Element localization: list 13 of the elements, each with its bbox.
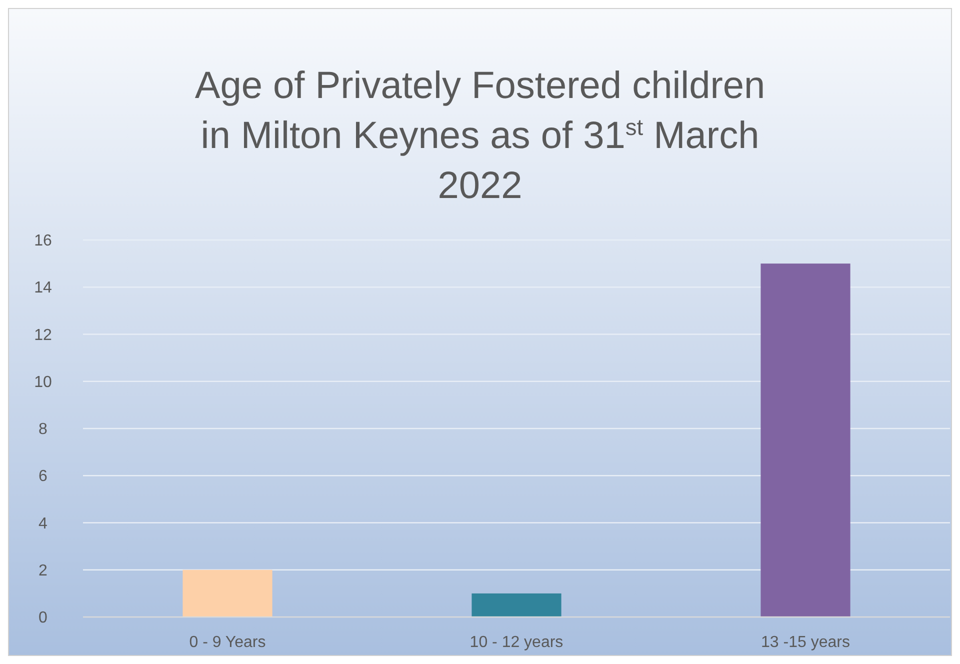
x-tick-label: 0 - 9 Years <box>189 634 266 651</box>
y-tick-label: 14 <box>34 280 52 297</box>
y-tick-label: 12 <box>34 326 52 344</box>
x-tick-label: 13 -15 years <box>761 634 850 651</box>
y-tick-label: 8 <box>38 421 48 438</box>
chart-title: Age of Privately Fostered children in Milton Keynes as of 31$^{st}$ March 2022 <box>194 65 766 207</box>
y-tick-label: 0 <box>38 610 48 627</box>
y-tick-label: 2 <box>38 562 48 580</box>
x-tick-label: 10 - 12 years <box>470 634 564 651</box>
y-tick-label: 6 <box>38 468 48 486</box>
y-tick-label: 4 <box>38 515 48 532</box>
y-tick-label: 10 <box>34 374 52 391</box>
y-tick-label: 16 <box>34 232 52 250</box>
